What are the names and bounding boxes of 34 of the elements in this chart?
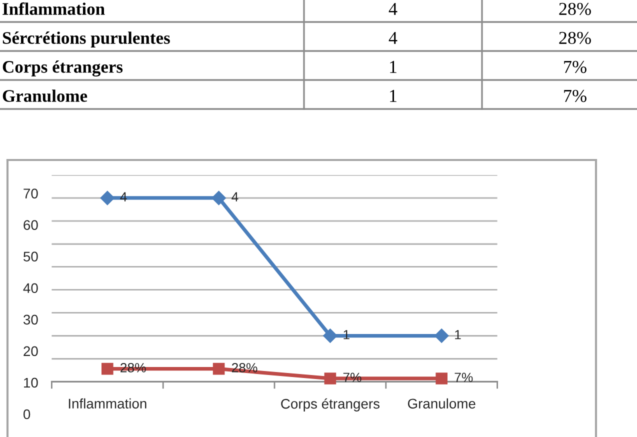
point <box>324 372 336 384</box>
text: Corps étrangers <box>2 60 123 77</box>
text: Inflammation <box>2 2 105 15</box>
point <box>434 328 449 343</box>
point <box>100 190 114 206</box>
text: 4 <box>388 32 398 44</box>
point <box>212 190 226 206</box>
y-tick-label: 30 <box>23 314 38 325</box>
point <box>436 372 448 384</box>
text: 1 <box>390 60 396 73</box>
x-tick-label: Inflammation <box>68 398 146 409</box>
text: 4 <box>388 2 398 15</box>
y-tick-label: 0 <box>23 409 30 420</box>
text: 28% <box>559 2 591 16</box>
point <box>323 328 338 343</box>
text: Sércrétions purulentes <box>2 32 170 48</box>
y-tick-label: 40 <box>23 283 38 294</box>
x-tick-label: Granulome <box>408 398 476 409</box>
y-tick-label: 20 <box>24 346 38 356</box>
text: 1 <box>390 90 396 102</box>
x-tick-label: Corps étrangers <box>281 398 380 412</box>
y-tick-label: 60 <box>24 220 38 230</box>
data-label: 4 <box>232 192 238 202</box>
text: Granulome <box>2 90 88 102</box>
point <box>212 362 225 375</box>
text: 7% <box>564 90 586 102</box>
y-tick-label: 10 <box>24 378 38 388</box>
point <box>101 362 114 375</box>
data-label: 1 <box>455 330 461 340</box>
text: 28% <box>559 32 591 44</box>
y-tick-label: 70 <box>24 188 38 198</box>
data-label: 7% <box>454 372 473 382</box>
text: 7% <box>564 60 586 74</box>
y-tick-label: 50 <box>24 252 38 262</box>
